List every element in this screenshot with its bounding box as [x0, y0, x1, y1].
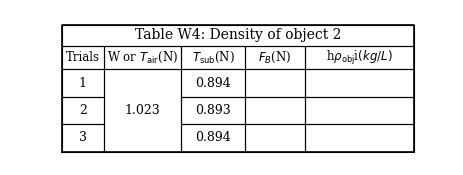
Text: Table W4: Density of object 2: Table W4: Density of object 2 [134, 29, 340, 43]
Text: $F_{B}$(N): $F_{B}$(N) [257, 50, 291, 65]
Text: 3: 3 [79, 131, 87, 145]
Text: W or $T_{\mathrm{air}}$(N): W or $T_{\mathrm{air}}$(N) [107, 50, 178, 65]
Text: 1: 1 [79, 77, 87, 90]
Text: 0.894: 0.894 [195, 77, 231, 90]
Text: 0.894: 0.894 [195, 131, 231, 145]
Text: 1.023: 1.023 [125, 104, 160, 117]
Text: $T_{\mathrm{sub}}$(N): $T_{\mathrm{sub}}$(N) [191, 50, 234, 65]
Text: 2: 2 [79, 104, 87, 117]
Text: 0.893: 0.893 [195, 104, 231, 117]
Text: h$\rho_{\mathrm{obj}}$i$(kg/L)$: h$\rho_{\mathrm{obj}}$i$(kg/L)$ [325, 49, 392, 67]
Text: Trials: Trials [66, 51, 100, 64]
